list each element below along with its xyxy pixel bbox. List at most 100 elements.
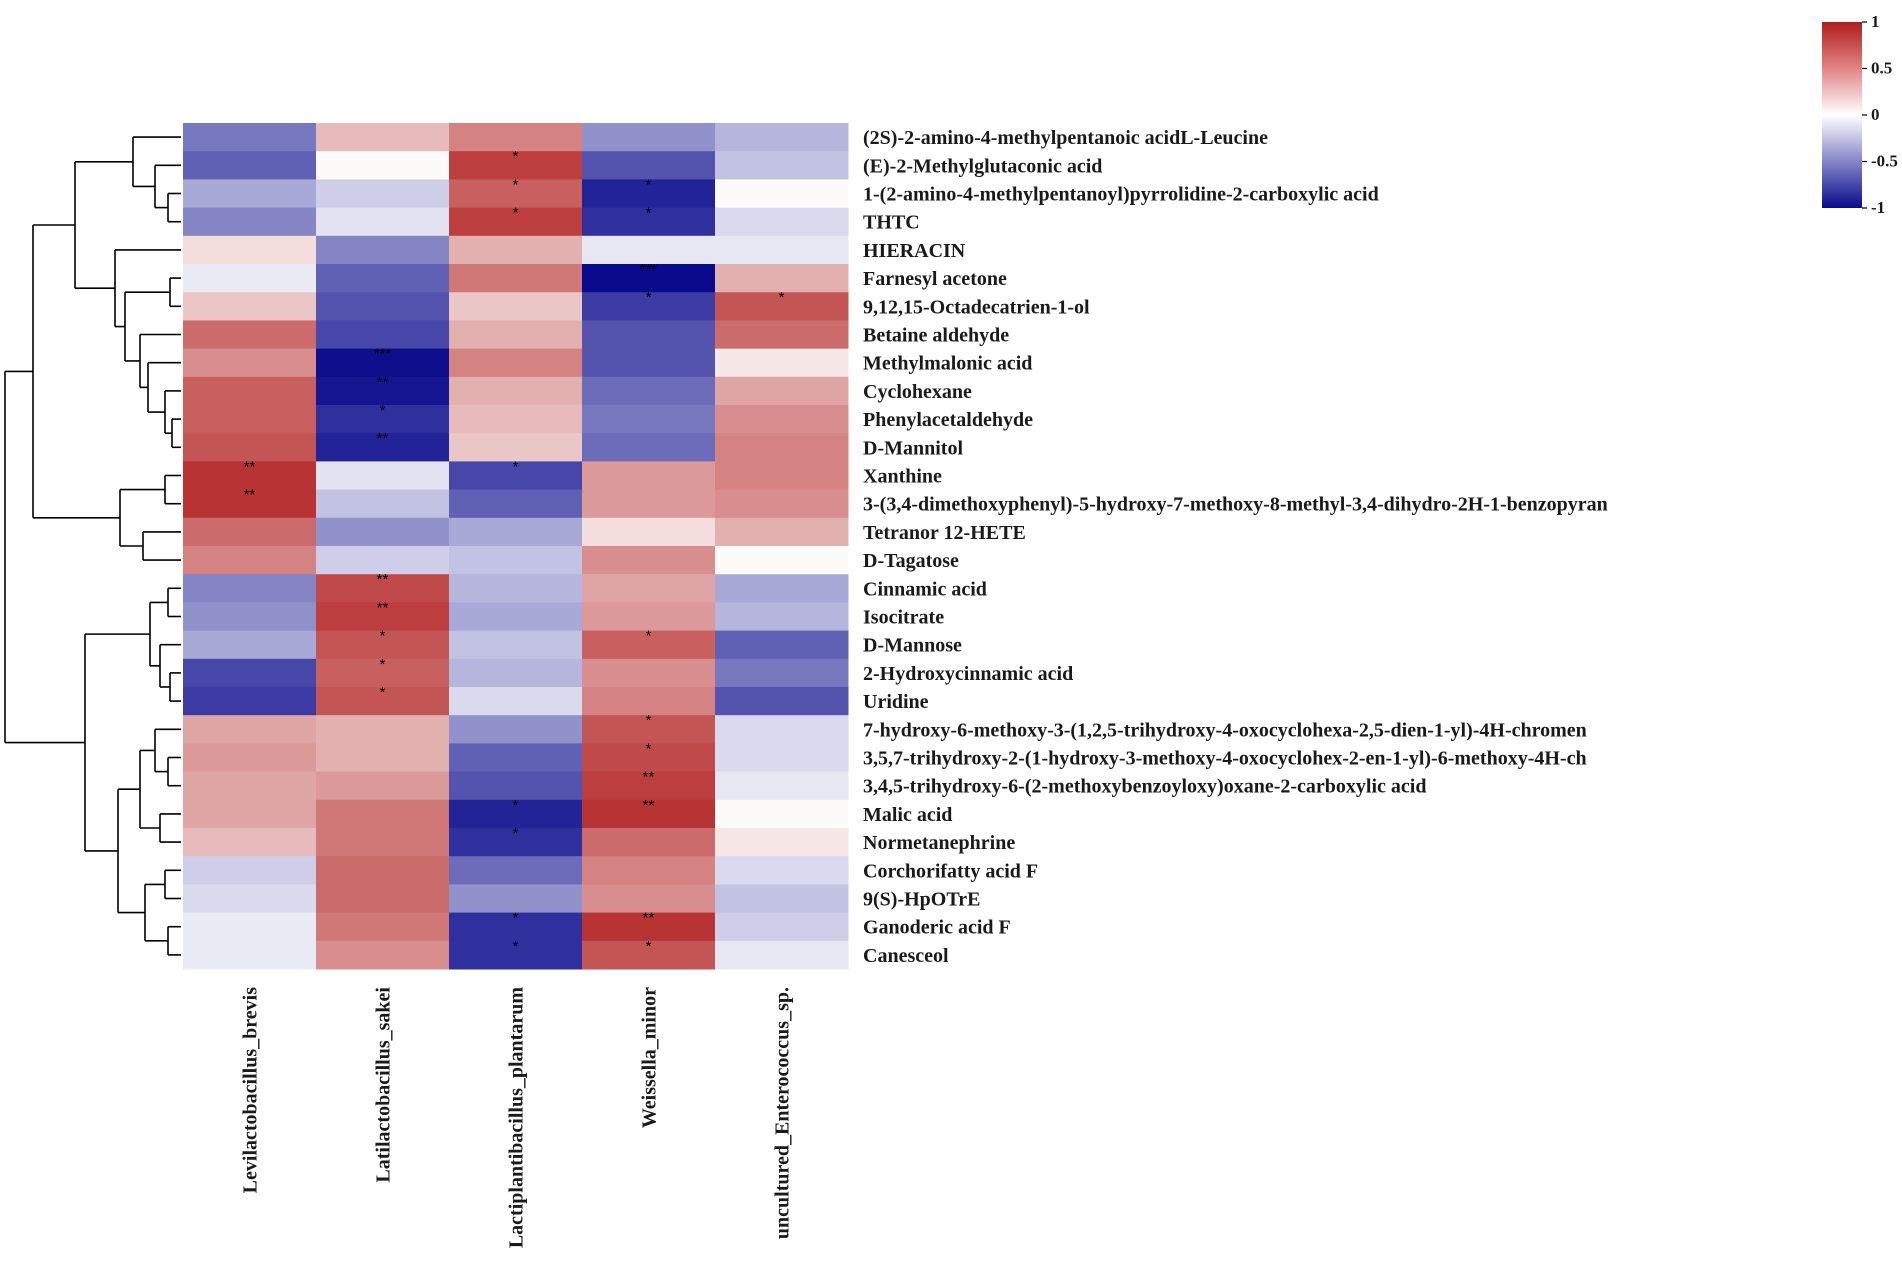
row-label: 9(S)-HpOTrE [863,889,980,911]
row-label: 7-hydroxy-6-methoxy-3-(1,2,5-trihydroxy-… [863,719,1587,741]
row-label: HIERACIN [863,240,966,262]
column-label-latilactobacillus-sakei: Latilactobacillus_sakei [373,987,395,1183]
row-label: Isocitrate [863,607,944,629]
row-label: 2-Hydroxycinnamic acid [863,663,1073,685]
row-label: 9,12,15-Octadecatrien-1-ol [863,296,1090,318]
heatmap-cell [183,658,317,688]
heatmap-cell [316,715,450,744]
column-label-uncultured-enterococcus-sp: uncultured_Enterococcus_sp. [772,987,794,1239]
heatmap-cell [715,940,849,970]
row-label: Corchorifatty acid F [863,860,1038,882]
significance-mark: * [380,402,386,419]
heatmap-cell [582,348,716,378]
row-label: Canesceol [863,945,949,967]
heatmap-cell [183,292,317,321]
heatmap-cell [449,715,583,744]
heatmap-cell [316,376,450,406]
row-label: 3,4,5-trihydroxy-6-(2-methoxybenzoyloxy)… [863,776,1426,798]
heatmap-cell [449,517,583,547]
heatmap-cell [715,461,849,491]
heatmap-cell [449,320,583,350]
significance-mark: * [646,712,652,729]
row-label: (2S)-2-amino-4-methylpentanoic acidL-Leu… [863,127,1268,149]
heatmap-cell [715,658,849,688]
row-label: (E)-2-Methylglutaconic acid [863,155,1102,177]
color-legend: 1 0.5 0 -0.5 -1 [1822,12,1898,217]
heatmap-cell [715,546,849,575]
heatmap-cell [449,912,583,942]
heatmap-cell [449,546,583,575]
heatmap-cell [715,405,849,434]
heatmap-cell [449,771,583,801]
row-label: THTC [863,212,920,234]
heatmap-cell [582,658,716,688]
legend-tick-label: 1 [1871,12,1880,31]
significance-mark: * [646,628,652,645]
column-label-weissella-minor: Weissella_minor [639,987,661,1128]
heatmap-cell [316,517,450,547]
significance-mark: * [513,825,519,842]
heatmap-cell [183,489,317,519]
heatmap-cell [715,320,849,350]
heatmap-cell [582,405,716,434]
heatmap-cell [183,912,317,942]
heatmap-cell [316,235,450,265]
heatmap-cell [183,151,317,180]
heatmap-cell [715,123,849,152]
legend-tick-label: 0 [1871,105,1880,124]
heatmap-cell [183,715,317,744]
heatmap-cells [183,123,849,970]
heatmap-cell [582,123,716,152]
heatmap-cell [449,433,583,462]
heatmap-cell [316,940,450,970]
row-label: Methylmalonic acid [863,353,1032,375]
heatmap-cell [183,207,317,237]
significance-mark: * [513,176,519,193]
significance-mark: * [779,289,785,306]
row-labels: (2S)-2-amino-4-methylpentanoic acidL-Leu… [863,127,1608,967]
heatmap-cell [316,546,450,575]
heatmap-cell [582,884,716,914]
heatmap-cell [449,292,583,321]
significance-mark: ** [377,374,389,391]
heatmap-cell [582,264,716,293]
heatmap-cell [449,856,583,885]
heatmap-cell [582,940,716,970]
heatmap-cell [316,828,450,857]
heatmap-cell [449,179,583,209]
heatmap-cell [183,884,317,914]
heatmap-cell [449,743,583,773]
heatmap-cell [715,743,849,773]
heatmap-cell [449,828,583,857]
significance-mark: * [646,938,652,955]
heatmap-cell [449,489,583,519]
significance-mark: ** [377,571,389,588]
heatmap-cell [715,828,849,857]
heatmap-cell [715,884,849,914]
heatmap-cell [449,574,583,603]
row-label: 3,5,7-trihydroxy-2-(1-hydroxy-3-methoxy-… [863,748,1587,770]
heatmap-cell [316,912,450,942]
heatmap-cell [715,433,849,462]
significance-marks: ** ** ***** *********** ******** ******** ****… [244,148,785,955]
heatmap-cell [715,151,849,180]
row-dendrogram [4,136,181,956]
heatmap-cell [715,715,849,744]
column-labels: Levilactobacillus_brevis Latilactobacillu… [240,987,794,1249]
heatmap-cell [582,912,716,942]
heatmap-cell [582,743,716,773]
heatmap-cell [316,658,450,688]
significance-mark: *** [374,346,392,363]
row-label: 1-(2-amino-4-methylpentanoyl)pyrrolidine… [863,184,1379,206]
heatmap-cell [183,546,317,575]
row-label: Phenylacetaldehyde [863,409,1033,431]
significance-mark: ** [643,797,655,814]
heatmap-cell [582,602,716,632]
heatmap-cell [316,602,450,632]
heatmap-cell [316,179,450,209]
heatmap-cell [316,405,450,434]
significance-mark: * [513,910,519,927]
heatmap-cell [316,630,450,660]
heatmap-cell [582,630,716,660]
legend-tick-label: 0.5 [1871,59,1892,78]
